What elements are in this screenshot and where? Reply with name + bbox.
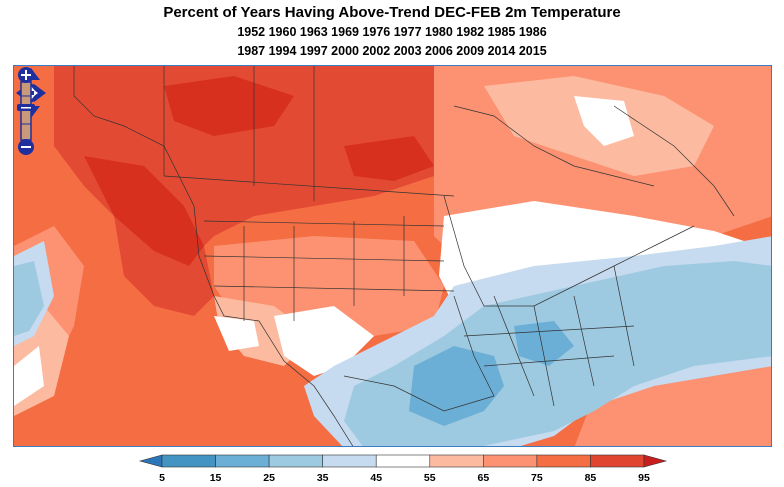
temperature-map[interactable] [13, 65, 772, 447]
years-line-2: 1987 1994 1997 2000 2002 2003 2006 2009 … [237, 44, 547, 58]
legend-high-arrow [643, 454, 668, 468]
legend-swatch [375, 454, 431, 468]
legend-swatch [268, 454, 323, 468]
map-title: Percent of Years Having Above-Trend DEC-… [163, 4, 621, 21]
legend-swatch [161, 454, 216, 468]
years-line-1: 1952 1960 1963 1969 1976 1977 1980 1982 … [237, 25, 547, 39]
legend-tick-label: 5 [159, 472, 165, 484]
region-85-95 [84, 76, 434, 266]
color-legend: 5 15 25 35 45 55 65 75 85 95 [138, 454, 668, 484]
legend-swatch [590, 454, 645, 468]
legend-swatch [322, 454, 377, 468]
legend-swatch [483, 454, 538, 468]
legend-ticks: 5 15 25 35 45 55 65 75 85 95 [159, 472, 650, 484]
legend-tick-label: 75 [531, 472, 543, 484]
legend-tick-label: 15 [210, 472, 222, 484]
legend-swatch [536, 454, 591, 468]
minus-icon[interactable] [18, 139, 34, 155]
legend-tick-label: 55 [424, 472, 436, 484]
legend-tick-label: 45 [370, 472, 382, 484]
plus-icon[interactable] [18, 67, 34, 83]
legend-low-arrow [138, 454, 163, 468]
legend-tick-label: 85 [585, 472, 597, 484]
legend-tick-label: 95 [638, 472, 650, 484]
legend-tick-label: 35 [317, 472, 329, 484]
zoom-bar[interactable] [14, 66, 38, 156]
legend-tick-label: 65 [477, 472, 489, 484]
legend-tick-label: 25 [263, 472, 275, 484]
legend-swatch [429, 454, 484, 468]
boundaries [73, 66, 735, 446]
legend-swatch [215, 454, 270, 468]
region-15-25 [409, 321, 574, 426]
map-canvas [14, 66, 771, 446]
legend-bar [138, 454, 668, 468]
